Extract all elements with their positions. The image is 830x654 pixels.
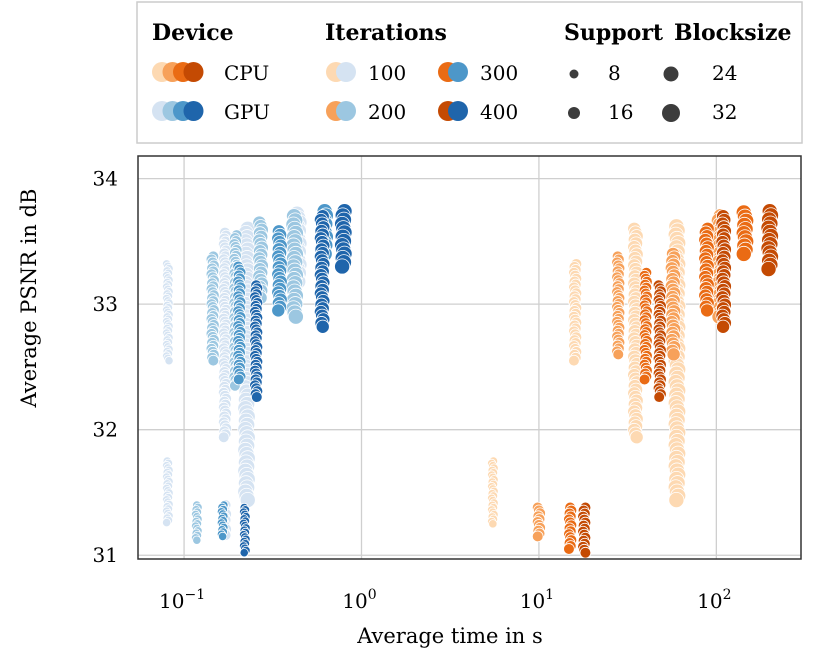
- x-tick-label-2: 101: [520, 587, 554, 613]
- point-gpu-300-1-38: [232, 373, 245, 386]
- legend-title-iterations: Iterations: [325, 20, 447, 46]
- y-tick-label-1: 32: [93, 418, 118, 442]
- point-cpu-400-3-14: [760, 260, 777, 277]
- y-tick-label-2: 33: [93, 292, 118, 316]
- point-gpu-400-0-20: [239, 548, 249, 558]
- y-tick-labels: 31 32 33 34: [93, 167, 118, 568]
- point-gpu-400-2-30: [315, 319, 330, 334]
- y-axis-label: Average PSNR in dB: [17, 189, 41, 409]
- legend-iterations-400-swatch: [438, 101, 468, 121]
- legend-label-100: 100: [368, 61, 406, 85]
- legend-device-cpu-swatch: [152, 62, 204, 82]
- point-gpu-400-3-13: [334, 258, 351, 275]
- legend-label-support-16: 16: [608, 100, 633, 124]
- legend-iter-100-gpu-circle: [336, 62, 356, 82]
- series-cpu-300: [563, 204, 755, 555]
- legend-label-gpu: GPU: [224, 100, 270, 124]
- legend-iterations-100-swatch: [326, 62, 356, 82]
- legend-label-400: 400: [480, 100, 518, 124]
- point-cpu-200-2-28: [666, 347, 681, 362]
- legend-title-support: Support: [564, 20, 664, 46]
- y-tick-label-0: 31: [93, 543, 118, 567]
- x-tick-label-3: 102: [697, 587, 731, 613]
- point-cpu-100-3-65: [668, 491, 685, 508]
- point-gpu-200-1-35: [207, 354, 220, 367]
- legend-iter-300-gpu-circle: [448, 62, 468, 82]
- legend-iter-400-gpu-circle: [448, 101, 468, 121]
- point-cpu-300-2-22: [700, 303, 715, 318]
- legend-title-device: Device: [152, 20, 234, 46]
- x-tick-label-1: 100: [342, 587, 376, 613]
- legend-support-8-marker: [569, 69, 579, 79]
- point-cpu-300-1-36: [638, 373, 651, 386]
- point-cpu-400-0-15: [579, 546, 592, 559]
- lg-dev-gpu-circle-3: [183, 101, 204, 121]
- point-gpu-200-4-24: [287, 308, 304, 325]
- point-gpu-200-0-15: [192, 535, 202, 545]
- legend-label-blocksize-24: 24: [712, 61, 737, 85]
- point-cpu-100-2-57: [629, 430, 644, 445]
- legend-device-gpu-swatch: [152, 101, 204, 121]
- point-gpu-100-1-27: [162, 517, 172, 528]
- data-points: [162, 203, 779, 559]
- legend-blocksize-32-marker: [662, 104, 680, 122]
- legend-iterations-200-swatch: [326, 101, 356, 121]
- series-gpu-400: [239, 203, 353, 558]
- legend-label-cpu: CPU: [224, 61, 269, 85]
- point-gpu-100-2-69: [217, 431, 230, 444]
- legend: Device CPU GPU Iterations 100 200 300 40…: [136, 1, 803, 144]
- point-gpu-400-1-38: [250, 391, 263, 403]
- legend-iter-200-gpu-circle: [336, 101, 356, 121]
- x-axis-label: Average time in s: [356, 624, 543, 648]
- series-cpu-400: [577, 203, 779, 559]
- lg-dev-cpu-circle-3: [183, 62, 204, 82]
- x-tick-labels: 10−1 100 101 102: [159, 587, 732, 613]
- x-tick-label-0: 10−1: [159, 587, 205, 613]
- point-gpu-300-2-22: [271, 303, 286, 318]
- plot-frame: [137, 155, 802, 560]
- legend-label-300: 300: [480, 61, 518, 85]
- point-cpu-100-1-33: [568, 354, 580, 367]
- point-gpu-300-0-14: [218, 531, 228, 542]
- legend-label-200: 200: [368, 100, 406, 124]
- point-cpu-300-3-10: [735, 245, 752, 262]
- point-cpu-400-1-38: [653, 391, 665, 403]
- point-cpu-300-0-14: [563, 543, 575, 555]
- point-cpu-200-1-33: [612, 348, 625, 361]
- point-cpu-200-0-10: [531, 530, 544, 543]
- legend-support-16-marker: [568, 107, 580, 119]
- y-tick-label-3: 34: [93, 167, 118, 191]
- legend-blocksize-24-marker: [663, 66, 679, 82]
- legend-title-blocksize: Blocksize: [674, 20, 792, 46]
- point-cpu-100-0-27: [488, 519, 498, 529]
- legend-label-blocksize-32: 32: [712, 100, 737, 124]
- legend-label-support-8: 8: [608, 61, 621, 85]
- point-cpu-400-2-30: [716, 319, 731, 334]
- legend-iterations-300-swatch: [438, 62, 468, 82]
- legend-frame: [136, 1, 803, 144]
- point-gpu-100-0-42: [164, 356, 174, 366]
